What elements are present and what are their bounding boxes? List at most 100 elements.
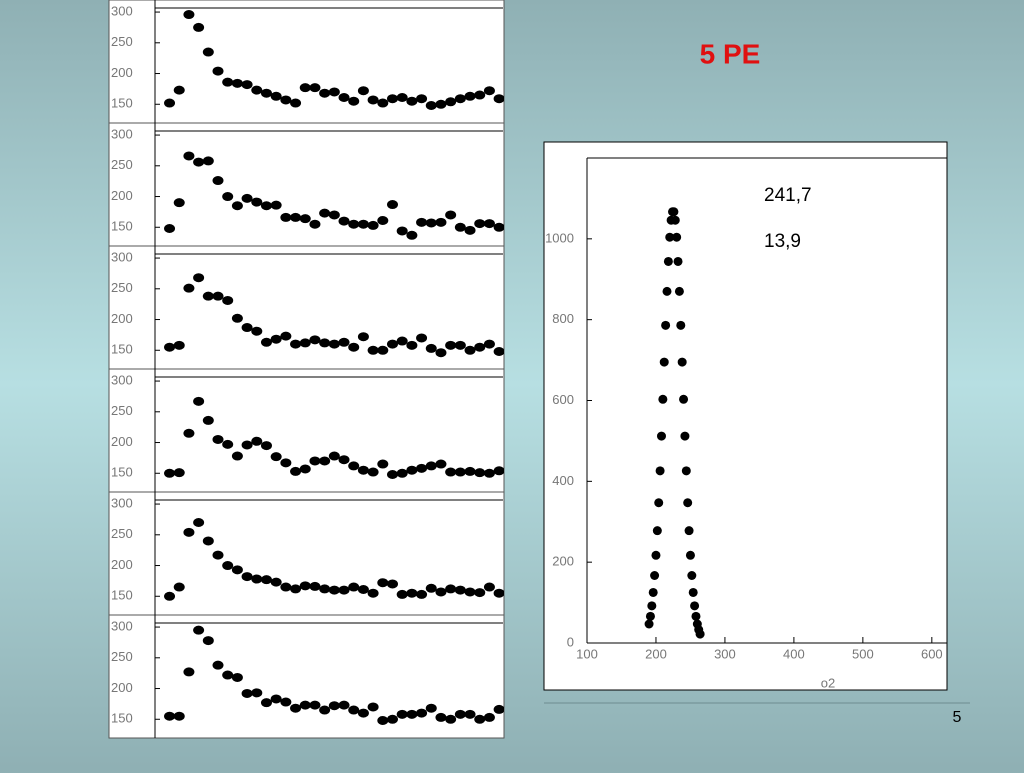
data-point — [164, 223, 176, 233]
data-point — [464, 91, 476, 101]
data-point — [299, 338, 311, 348]
data-point — [690, 601, 700, 611]
data-point — [454, 94, 466, 104]
y-tick-label: 100 — [111, 741, 133, 756]
data-point — [299, 83, 311, 93]
data-point — [241, 572, 253, 582]
data-point — [367, 467, 379, 477]
data-point — [658, 394, 668, 404]
data-point — [212, 550, 224, 560]
data-point — [367, 345, 379, 355]
y-tick-label: 200 — [111, 311, 133, 326]
data-point — [183, 527, 195, 537]
data-point — [493, 346, 504, 356]
data-point — [290, 212, 302, 222]
data-point — [260, 201, 272, 211]
data-point — [474, 342, 486, 352]
data-point — [183, 428, 195, 438]
data-point — [319, 456, 331, 466]
data-point — [251, 326, 263, 336]
data-point — [231, 313, 243, 323]
x-axis-label: o2 — [821, 675, 835, 690]
data-point — [493, 588, 504, 598]
data-point — [655, 466, 665, 476]
data-point — [164, 711, 176, 721]
data-point — [445, 210, 457, 220]
data-point — [222, 192, 234, 202]
data-point — [386, 579, 398, 589]
data-point — [396, 589, 408, 599]
data-point — [164, 468, 176, 478]
data-point — [654, 498, 664, 508]
data-point — [280, 95, 292, 105]
y-tick-label: 800 — [552, 311, 574, 326]
y-tick-label: 250 — [111, 649, 133, 664]
y-tick-label: 150 — [111, 711, 133, 726]
data-point — [212, 434, 224, 444]
data-point — [290, 466, 302, 476]
data-point — [396, 226, 408, 236]
data-point — [688, 587, 698, 597]
data-point — [260, 88, 272, 98]
data-point — [183, 667, 195, 677]
data-point — [309, 83, 321, 93]
data-point — [319, 88, 331, 98]
data-point — [290, 703, 302, 713]
data-point — [319, 705, 331, 715]
data-point — [251, 85, 263, 95]
data-point — [183, 283, 195, 293]
data-point — [464, 225, 476, 235]
data-point — [493, 466, 504, 476]
data-point — [241, 323, 253, 333]
data-point — [386, 714, 398, 724]
data-point — [377, 459, 389, 469]
data-point — [173, 711, 185, 721]
data-point — [685, 550, 695, 560]
data-point — [435, 348, 447, 358]
y-tick-label: 200 — [111, 434, 133, 449]
data-point — [251, 688, 263, 698]
data-point — [435, 712, 447, 722]
data-point — [367, 588, 379, 598]
data-point — [435, 99, 447, 109]
data-point — [231, 201, 243, 211]
data-point — [474, 90, 486, 100]
data-point — [445, 714, 457, 724]
data-point — [377, 98, 389, 108]
data-point — [338, 216, 350, 226]
x-tick-label: 600 — [921, 646, 943, 661]
data-point — [309, 581, 321, 591]
data-point — [183, 151, 195, 161]
data-point — [396, 93, 408, 103]
data-point — [435, 459, 447, 469]
data-point — [425, 583, 437, 593]
data-point — [222, 670, 234, 680]
data-point — [454, 222, 466, 232]
data-point — [357, 86, 369, 96]
data-point — [164, 98, 176, 108]
data-point — [683, 498, 693, 508]
x-tick-label: 400 — [783, 646, 805, 661]
data-point — [406, 465, 418, 475]
y-tick-label: 150 — [111, 342, 133, 357]
data-point — [377, 216, 389, 226]
data-point — [193, 625, 205, 635]
data-point — [212, 291, 224, 301]
data-point — [406, 709, 418, 719]
y-tick-label: 200 — [552, 554, 574, 569]
data-point — [493, 222, 504, 232]
data-point — [280, 331, 292, 341]
x-tick-label: 300 — [714, 646, 736, 661]
data-point — [670, 215, 680, 225]
data-point — [164, 342, 176, 352]
data-point — [416, 333, 428, 343]
data-point — [193, 518, 205, 528]
data-point — [309, 456, 321, 466]
data-point — [348, 96, 360, 106]
